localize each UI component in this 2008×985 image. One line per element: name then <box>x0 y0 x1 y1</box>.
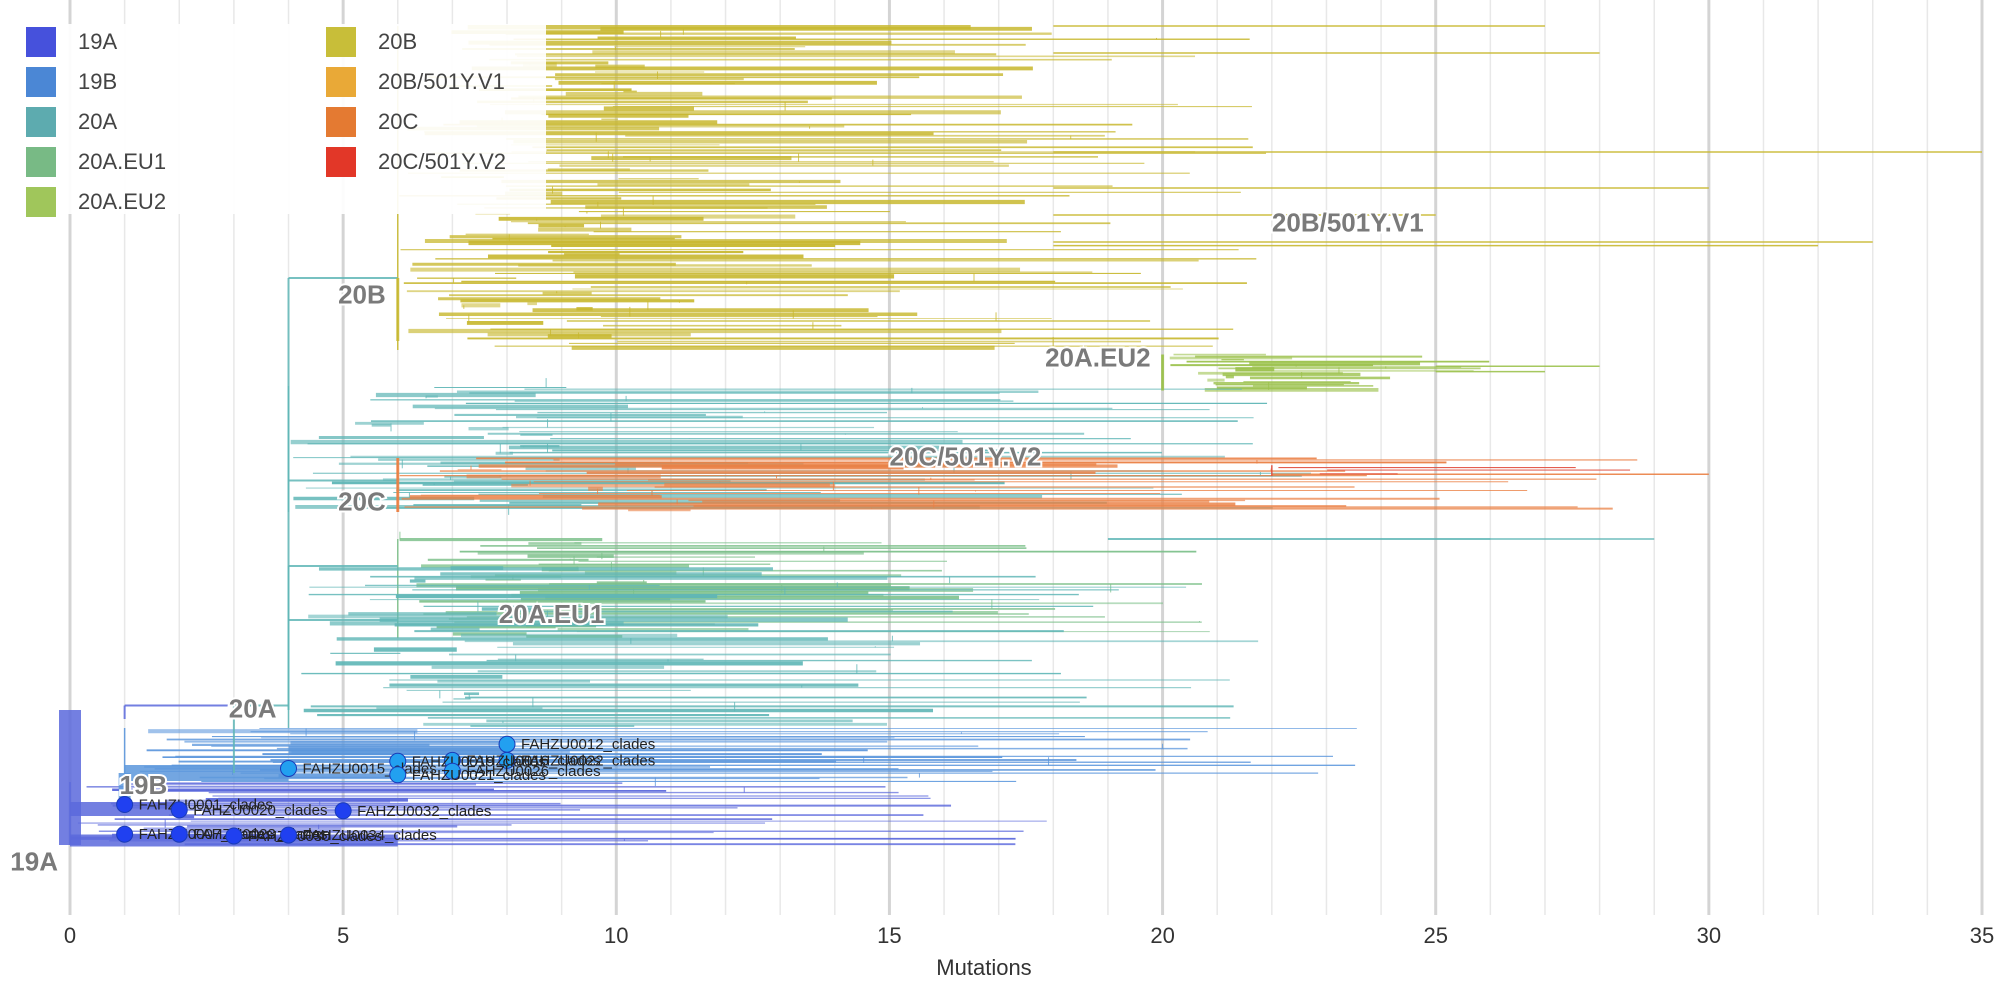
tip-label: FAHZU0034_clades <box>303 827 437 844</box>
legend: 19A 19B 20A 20A.EU1 20A.EU2 20B 20B/501Y.V1 20C… <box>26 24 546 217</box>
clade-label: 19B <box>120 770 168 800</box>
clade-branches <box>1271 465 1631 476</box>
highlighted-tip[interactable]: FAHZU0032_clades <box>334 802 491 820</box>
x-tick-label: 35 <box>1970 923 1994 948</box>
highlighted-tip[interactable]: FAHZU0022_clades <box>498 751 655 769</box>
legend-label: 20A.EU1 <box>78 149 167 174</box>
legend-label: 20C/501Y.V2 <box>378 149 507 174</box>
x-tick-label: 20 <box>1150 923 1174 948</box>
tip-marker[interactable] <box>498 751 516 769</box>
tree-branches <box>69 25 1982 846</box>
legend-label: 20B <box>378 29 418 54</box>
legend-label: 19A <box>78 29 118 54</box>
tip-marker[interactable] <box>116 796 134 813</box>
tip-marker[interactable] <box>334 802 352 820</box>
tip-marker[interactable] <box>389 766 407 784</box>
legend-item[interactable]: 20C/501Y.V2 <box>326 144 506 180</box>
tip-marker[interactable] <box>443 762 461 780</box>
clade-label: 20A <box>229 694 277 724</box>
legend-swatch <box>326 147 356 177</box>
legend-label: 20B/501Y.V1 <box>378 69 505 94</box>
legend-swatch <box>26 187 56 217</box>
legend-label: 20A.EU2 <box>78 189 167 214</box>
highlighted-tip[interactable]: FAHZU0020_clades <box>170 801 328 819</box>
clade-branches <box>397 457 1709 512</box>
tip-label: FAHZU0026_clades <box>466 763 600 780</box>
highlighted-tip[interactable]: FAHZU0021_clades <box>389 766 546 784</box>
legend-swatch <box>326 107 356 137</box>
x-tick-label: 0 <box>64 923 76 948</box>
legend-item[interactable]: 20A.EU1 <box>26 144 166 180</box>
legend-label: 20A <box>78 109 118 134</box>
clade-label: 20A.EU2 <box>1045 343 1151 373</box>
clade-label: 20B/501Y.V1 <box>1272 208 1424 238</box>
legend-swatch <box>26 107 56 137</box>
highlighted-tips: FAHZU0012_cladesFAHZU0022_cladesFAHZU001… <box>116 735 655 845</box>
tip-marker[interactable] <box>170 801 188 819</box>
x-tick-label: 25 <box>1423 923 1447 948</box>
tip-marker[interactable] <box>170 825 188 843</box>
clade-branches <box>397 531 1210 638</box>
clade-labels: 19A 19B 20A 20A.EU1 20C 20C/501Y.V2 20A.EU2 20B… <box>8 206 1425 879</box>
x-axis-label: Mutations <box>936 955 1031 980</box>
highlighted-tip[interactable]: FAHZU0026_clades <box>443 762 601 780</box>
legend-item[interactable]: 20B <box>326 24 417 60</box>
tip-marker[interactable] <box>116 825 134 843</box>
tip-label: FAHZU0022_clades <box>521 752 655 769</box>
clade-label: 20C <box>338 487 386 517</box>
x-tick-label: 10 <box>604 923 628 948</box>
x-tick-label: 30 <box>1697 923 1721 948</box>
clade-label: 20C/501Y.V2 <box>890 442 1042 472</box>
highlighted-tip[interactable]: FAHZU0034_clades <box>280 826 437 844</box>
tip-label: FAHZU0016_clades <box>466 752 600 769</box>
tip-marker[interactable] <box>280 826 298 844</box>
legend-swatch <box>326 27 356 57</box>
legend-item[interactable]: 20B/501Y.V1 <box>326 64 505 100</box>
tip-label: FAHZU0012_clades <box>521 736 655 753</box>
tip-label: FAHZU0019_clades <box>412 753 546 770</box>
legend-swatch <box>326 67 356 97</box>
clade-label: 20A.EU1 <box>499 599 605 629</box>
tip-label: FAHZU0020_clades <box>193 802 327 819</box>
clade-label: 20B <box>338 280 386 310</box>
legend-item[interactable]: 20A <box>26 104 117 140</box>
tip-label: FAHZU0032_clades <box>357 803 491 820</box>
tip-label: FAHZU0021_clades <box>412 767 546 784</box>
tip-marker[interactable] <box>498 735 516 753</box>
legend-label: 19B <box>78 69 118 94</box>
legend-swatch <box>26 27 56 57</box>
x-axis: 0 5 10 15 20 25 30 35 <box>64 923 1994 948</box>
highlighted-tip[interactable]: FAHZU0019_clades <box>389 752 546 770</box>
legend-item[interactable]: 20C <box>326 104 418 140</box>
clade-branches <box>287 566 1259 728</box>
legend-swatch <box>26 67 56 97</box>
x-tick-label: 5 <box>337 923 349 948</box>
clade-branches <box>397 25 1982 350</box>
legend-item[interactable]: 19B <box>26 64 117 100</box>
tip-marker[interactable] <box>225 827 243 845</box>
x-tick-label: 15 <box>877 923 901 948</box>
tip-marker[interactable] <box>280 760 298 777</box>
legend-item[interactable]: 20A.EU2 <box>26 184 166 220</box>
legend-item[interactable]: 19A <box>26 24 117 60</box>
legend-label: 20C <box>378 109 419 134</box>
legend-swatch <box>26 147 56 177</box>
clade-label: 19A <box>10 847 58 877</box>
highlighted-tip[interactable]: FAHZU0012_clades <box>498 735 655 753</box>
